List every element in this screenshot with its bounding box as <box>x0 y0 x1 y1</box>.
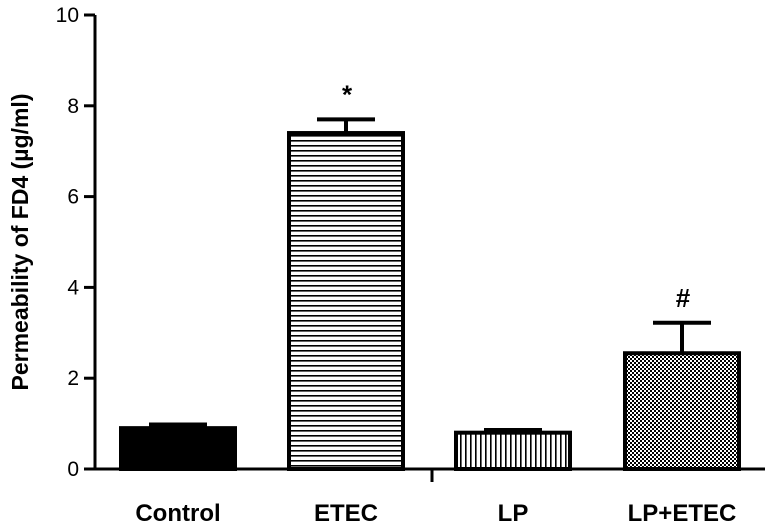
x-category-label: LP+ETEC <box>628 500 737 527</box>
y-tick-label: 10 <box>56 4 79 27</box>
significance-marker: # <box>676 283 691 313</box>
y-tick-label: 0 <box>67 458 79 481</box>
x-axis-labels: Control ETEC LP LP+ETEC <box>135 500 736 527</box>
bars-group: *# <box>119 79 741 472</box>
x-category-label: ETEC <box>314 500 378 527</box>
x-category-label: LP <box>498 500 529 527</box>
y-axis-ticks: 0 2 4 6 8 10 <box>56 4 95 481</box>
bar-control <box>119 426 237 472</box>
bar-etec <box>287 131 405 471</box>
bar-lp-etec <box>623 351 741 472</box>
y-axis-title: Permeability of FD4 (µg/ml) <box>7 94 33 391</box>
y-tick-label: 8 <box>67 95 79 118</box>
x-category-label: Control <box>135 500 220 527</box>
y-tick-label: 4 <box>67 276 79 299</box>
y-tick-label: 2 <box>67 367 79 390</box>
bar-lp <box>454 430 572 471</box>
significance-marker: * <box>342 79 353 109</box>
y-tick-label: 6 <box>67 186 79 209</box>
